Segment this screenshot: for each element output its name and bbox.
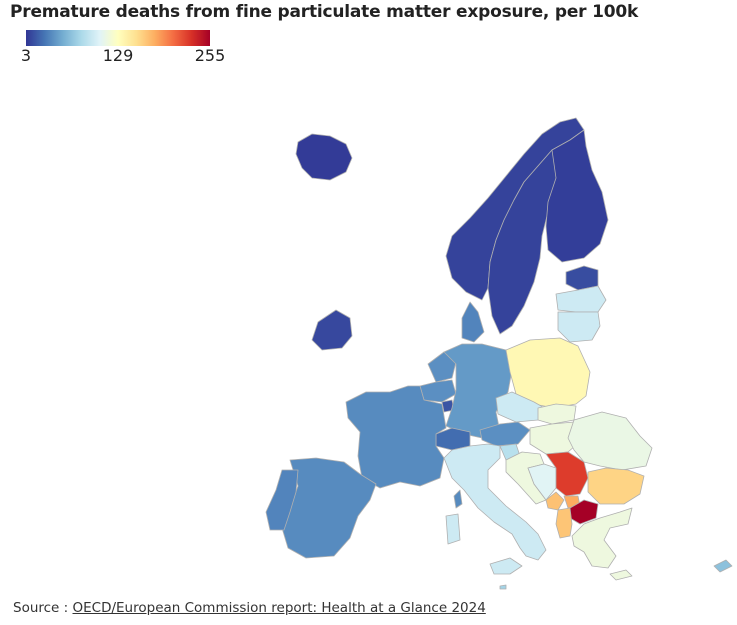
region-france-part-2[interactable] (453, 489, 463, 509)
source-prefix: Source : (13, 600, 73, 616)
region-italy-part-2[interactable] (489, 557, 523, 575)
legend-ticks: 3 129 255 (21, 46, 225, 68)
region-ireland[interactable] (311, 309, 353, 351)
region-netherlands[interactable] (427, 351, 457, 383)
source-link[interactable]: OECD/European Commission report: Health … (72, 600, 486, 616)
region-greece-part-2[interactable] (609, 569, 633, 581)
chart-title: Premature deaths from fine particulate m… (10, 2, 639, 22)
region-denmark[interactable] (461, 301, 485, 343)
region-france[interactable] (345, 385, 447, 489)
region-italy[interactable] (443, 443, 547, 561)
region-iceland[interactable] (295, 133, 353, 181)
legend-min-label: 3 (20, 46, 32, 65)
region-greece[interactable] (571, 507, 633, 569)
source-line: Source : OECD/European Commission report… (13, 600, 486, 616)
region-portugal[interactable] (265, 469, 299, 531)
region-latvia[interactable] (555, 285, 607, 313)
region-serbia[interactable] (545, 451, 589, 497)
region-romania[interactable] (567, 411, 653, 471)
region-montenegro[interactable] (545, 491, 565, 511)
region-estonia[interactable] (565, 265, 599, 291)
region-malta[interactable] (499, 584, 507, 590)
region-lithuania[interactable] (557, 311, 601, 343)
color-legend: 3 129 255 (21, 30, 225, 68)
legend-gradient-bar (26, 30, 210, 46)
legend-mid-label: 129 (102, 46, 134, 65)
region-bulgaria[interactable] (587, 467, 645, 505)
region-italy-part-3[interactable] (445, 513, 461, 545)
region-albania[interactable] (555, 507, 573, 539)
region-cyprus[interactable] (713, 559, 733, 573)
europe-choropleth-map (265, 117, 733, 590)
region-poland[interactable] (505, 337, 591, 409)
region-austria[interactable] (479, 421, 531, 447)
region-finland[interactable] (545, 129, 609, 263)
region-belgium[interactable] (419, 379, 457, 403)
region-slovakia[interactable] (537, 403, 577, 425)
legend-max-label: 255 (194, 46, 226, 65)
